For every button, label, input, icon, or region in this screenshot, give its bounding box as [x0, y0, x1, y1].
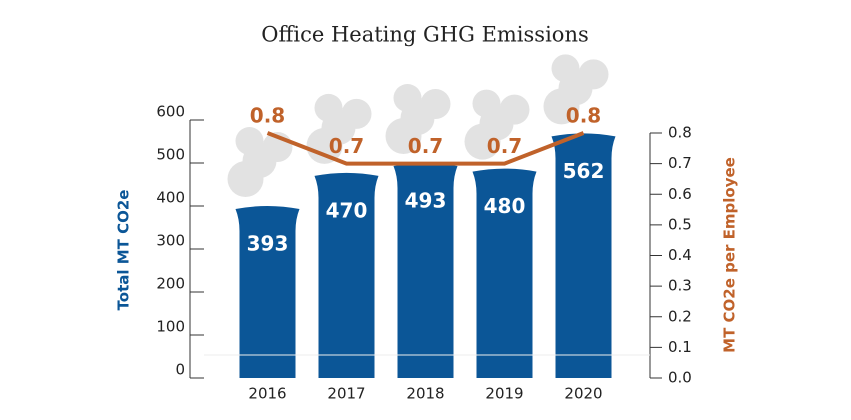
y2-tick-label: 0.3: [668, 277, 692, 295]
x-tick-label: 2018: [406, 385, 444, 403]
y2-tick-label: 0.1: [668, 338, 692, 356]
y-axis-label: Total MT CO2e: [115, 190, 133, 311]
y-tick-label: 500: [156, 146, 185, 164]
x-tick-label: 2017: [327, 385, 365, 403]
smoke: [341, 98, 372, 129]
y2-tick-label: 0.0: [668, 369, 692, 387]
bar-value-label: 493: [405, 189, 447, 213]
smoke: [472, 89, 501, 118]
y2-tick-label: 0.4: [668, 246, 692, 264]
smoke: [578, 59, 609, 90]
bar-value-label: 470: [326, 198, 368, 222]
bar: [393, 163, 458, 378]
y2-axis-label: MT CO2e per Employee: [721, 157, 739, 353]
y2-tick-label: 0.7: [668, 154, 692, 172]
y-tick-label: 0: [175, 361, 185, 379]
y-tick-label: 300: [156, 232, 185, 250]
smoke: [499, 94, 530, 125]
y-tick-label: 200: [156, 275, 185, 293]
line-value-label: 0.7: [408, 134, 443, 158]
bar-value-label: 562: [563, 159, 605, 183]
chart-title: Office Heating GHG Emissions: [261, 23, 589, 47]
y-tick-label: 600: [156, 103, 185, 121]
bar: [235, 206, 300, 378]
line: [266, 131, 585, 166]
x-tick-label: 2016: [248, 385, 286, 403]
bar: [551, 133, 616, 378]
bar-value-label: 480: [484, 194, 526, 218]
smoke: [314, 93, 343, 122]
smoke: [393, 84, 422, 113]
smoke: [420, 89, 451, 120]
y-tick-label: 100: [156, 318, 185, 336]
bar: [314, 172, 379, 378]
smoke: [551, 54, 580, 83]
line-value-label: 0.8: [250, 104, 285, 128]
line-value-label: 0.7: [329, 134, 364, 158]
y2-tick-label: 0.2: [668, 307, 692, 325]
bar: [472, 168, 537, 378]
x-tick-label: 2020: [564, 385, 602, 403]
smoke: [235, 127, 264, 156]
line-value-label: 0.7: [487, 134, 522, 158]
y2-tick-label: 0.5: [668, 215, 692, 233]
line-value-label: 0.8: [566, 104, 601, 128]
y-tick-label: 400: [156, 189, 185, 207]
y2-tick-label: 0.8: [668, 124, 692, 142]
x-tick-label: 2019: [485, 385, 523, 403]
bar-value-label: 393: [247, 232, 289, 256]
y2-tick-label: 0.6: [668, 185, 692, 203]
